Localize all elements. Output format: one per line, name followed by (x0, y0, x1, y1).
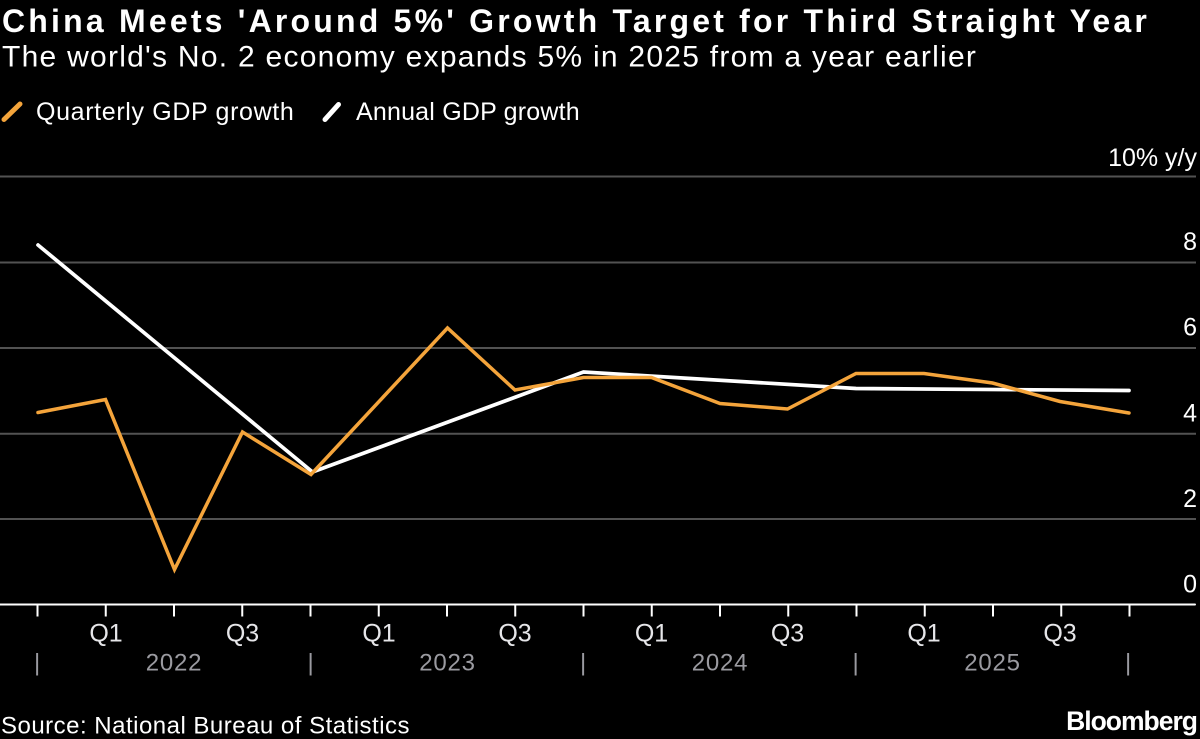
svg-text:Q1: Q1 (362, 620, 395, 648)
svg-text:Q1: Q1 (907, 620, 940, 648)
svg-text:0: 0 (1183, 571, 1197, 599)
svg-text:|: | (1125, 650, 1132, 677)
svg-text:8: 8 (1183, 228, 1197, 256)
svg-text:Quarterly GDP growth: Quarterly GDP growth (36, 98, 294, 126)
svg-text:Source: National Bureau of Sta: Source: National Bureau of Statistics (1, 713, 410, 739)
svg-text:|: | (307, 650, 314, 677)
svg-text:|: | (580, 650, 587, 677)
svg-text:The world's No. 2 economy expa: The world's No. 2 economy expands 5% in … (2, 41, 977, 74)
svg-text:Q3: Q3 (226, 620, 259, 648)
svg-text:2022: 2022 (146, 650, 203, 677)
svg-text:Annual GDP growth: Annual GDP growth (356, 98, 580, 126)
svg-text:10% y/y: 10% y/y (1108, 144, 1197, 172)
svg-text:Q3: Q3 (498, 620, 531, 648)
svg-text:4: 4 (1183, 400, 1197, 428)
svg-text:2023: 2023 (419, 650, 476, 677)
svg-text:6: 6 (1183, 314, 1197, 342)
svg-text:|: | (852, 650, 859, 677)
svg-text:Bloomberg: Bloomberg (1066, 706, 1197, 736)
svg-text:Q3: Q3 (1043, 620, 1076, 648)
svg-text:2: 2 (1183, 485, 1197, 513)
svg-text:Q1: Q1 (89, 620, 122, 648)
svg-text:China Meets 'Around 5%' Growth: China Meets 'Around 5%' Growth Target fo… (2, 3, 1150, 39)
svg-text:Q1: Q1 (635, 620, 668, 648)
svg-text:Q3: Q3 (771, 620, 804, 648)
svg-text:2025: 2025 (964, 650, 1021, 677)
svg-text:2024: 2024 (692, 650, 749, 677)
svg-text:|: | (34, 650, 41, 677)
